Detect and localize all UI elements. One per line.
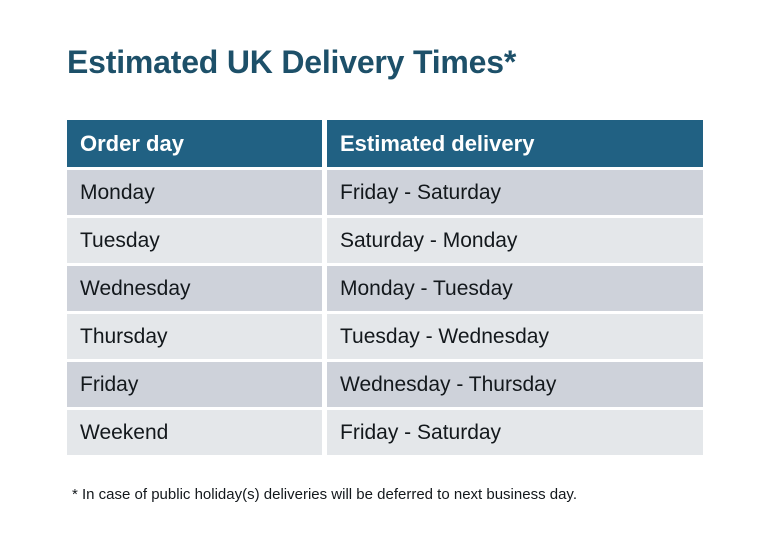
cell-order-day: Monday [67,170,322,215]
table-row: Wednesday Monday - Tuesday [67,266,703,311]
table-row: Weekend Friday - Saturday [67,410,703,455]
cell-order-day: Wednesday [67,266,322,311]
column-header-estimated-delivery: Estimated delivery [327,120,703,167]
cell-estimated-delivery: Friday - Saturday [327,410,703,455]
table-header-row: Order day Estimated delivery [67,120,703,167]
cell-estimated-delivery: Saturday - Monday [327,218,703,263]
table-row: Monday Friday - Saturday [67,170,703,215]
cell-estimated-delivery: Friday - Saturday [327,170,703,215]
table-row: Friday Wednesday - Thursday [67,362,703,407]
cell-order-day: Thursday [67,314,322,359]
table-row: Thursday Tuesday - Wednesday [67,314,703,359]
footnote: * In case of public holiday(s) deliverie… [72,486,577,503]
delivery-times-table: Order day Estimated delivery Monday Frid… [67,120,703,458]
cell-estimated-delivery: Monday - Tuesday [327,266,703,311]
cell-order-day: Weekend [67,410,322,455]
page-title: Estimated UK Delivery Times* [67,44,517,80]
cell-estimated-delivery: Tuesday - Wednesday [327,314,703,359]
column-header-order-day: Order day [67,120,322,167]
cell-order-day: Friday [67,362,322,407]
cell-estimated-delivery: Wednesday - Thursday [327,362,703,407]
cell-order-day: Tuesday [67,218,322,263]
table-row: Tuesday Saturday - Monday [67,218,703,263]
